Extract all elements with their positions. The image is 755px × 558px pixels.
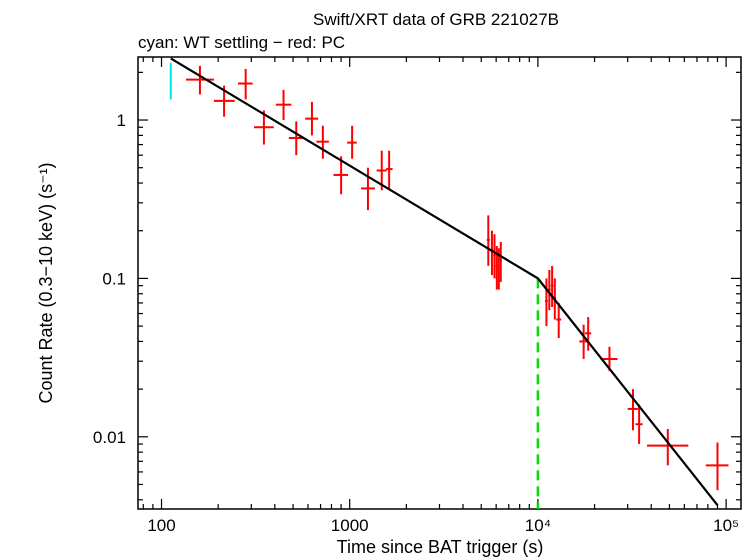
y-tick-label: 0.1 [102,269,126,288]
x-tick-label: 100 [147,516,175,535]
plot-frame [137,56,742,510]
data-point [585,317,592,351]
chart-subtitle: cyan: WT settling − red: PC [138,33,345,52]
data-point [493,234,496,279]
data-point [547,270,551,311]
data-point [253,110,274,145]
data-point [579,324,588,359]
series-wt-settling [169,62,172,100]
y-tick-label: 1 [117,111,126,130]
axis-ticks [138,57,741,509]
data-point [544,278,548,327]
y-axis-label: Count Rate (0.3−10 keV) (s⁻¹) [36,162,56,403]
y-tick-labels: 0.01 0.1 1 [93,111,126,447]
x-tick-label: 10⁴ [525,516,551,535]
model-line-layer [170,57,719,506]
data-point [627,389,638,431]
data-point [486,215,490,266]
data-points-layer [169,62,729,491]
plot-area [137,56,742,510]
series-pc [186,65,729,491]
data-point [275,89,292,121]
data-point [499,241,502,282]
data-point [169,62,172,100]
data-point [556,302,562,339]
data-point [386,150,393,189]
data-point [647,428,689,466]
data-point [635,404,643,445]
data-point [347,125,357,159]
data-point [238,68,253,100]
x-tick-label: 10⁵ [713,516,739,535]
data-point [705,442,729,491]
data-point [490,230,494,276]
data-point [316,125,329,159]
data-point [186,65,214,95]
model-fit-line [170,57,719,506]
data-point [305,101,319,136]
data-point [333,156,349,195]
x-tick-label: 1000 [331,516,369,535]
x-axis-label: Time since BAT trigger (s) [337,537,544,557]
y-tick-label: 0.01 [93,428,126,447]
chart-title: Swift/XRT data of GRB 221027B [313,10,559,29]
x-tick-labels: 100 1000 10⁴ 10⁵ [147,516,739,535]
data-point [288,121,304,156]
data-point [550,265,554,307]
data-point [361,167,375,211]
